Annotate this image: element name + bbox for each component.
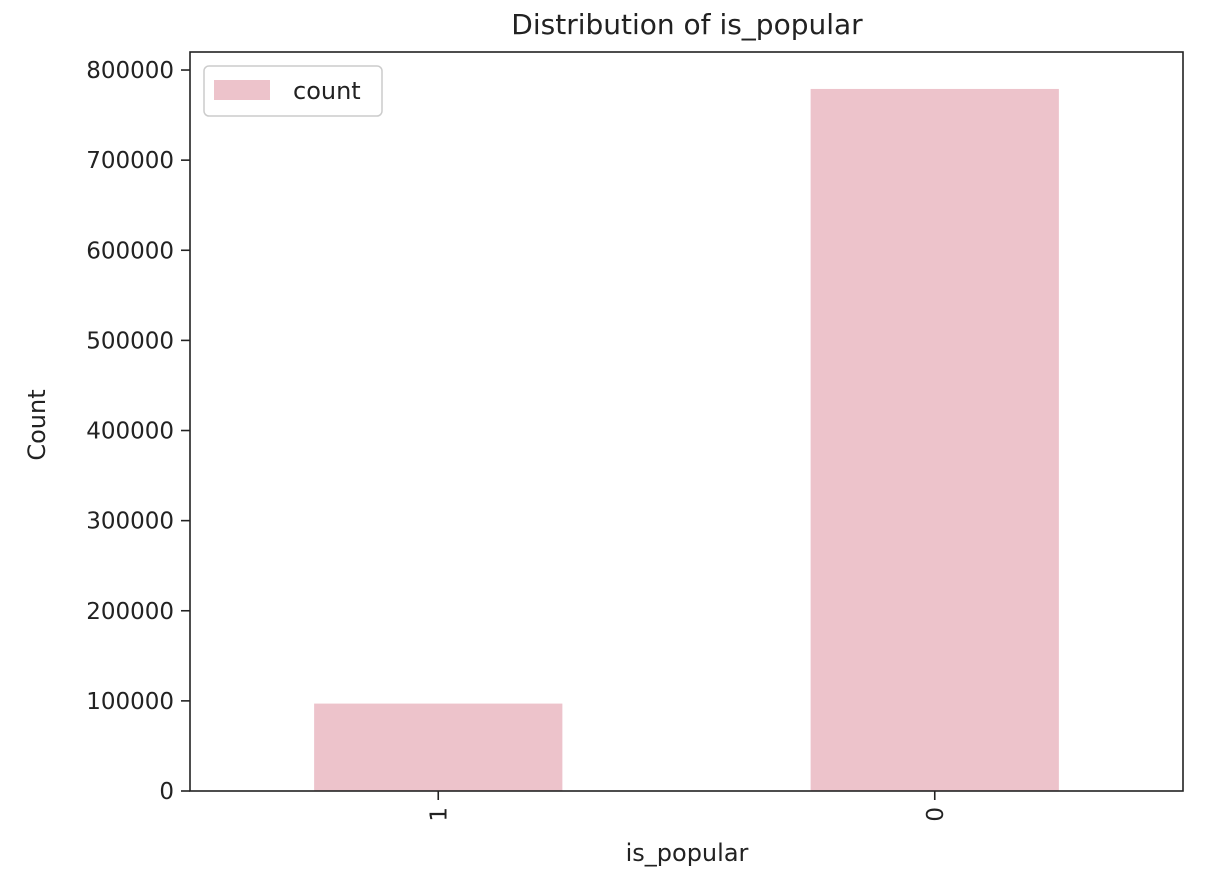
legend: count xyxy=(203,65,383,117)
chart-title: Distribution of is_popular xyxy=(511,8,863,41)
y-axis-label: Count xyxy=(23,389,51,460)
y-tick-label: 700000 xyxy=(86,148,174,174)
legend-box xyxy=(203,65,383,117)
x-axis-label: is_popular xyxy=(626,839,749,867)
y-tick-label: 800000 xyxy=(86,58,174,84)
y-tick-label: 300000 xyxy=(86,509,174,535)
y-tick-label: 100000 xyxy=(86,689,174,715)
legend-label: count xyxy=(293,77,361,105)
legend-swatch xyxy=(214,80,270,100)
bar-1 xyxy=(314,703,563,791)
x-tick-label: 0 xyxy=(923,807,949,822)
y-tick-label: 500000 xyxy=(86,328,174,354)
y-tick-label: 600000 xyxy=(86,238,174,264)
plot-frame xyxy=(189,51,1184,792)
plot-area: 0 100000 200000 300000 400000 500000 600000 700… xyxy=(86,51,1184,822)
bar-0 xyxy=(810,88,1059,791)
y-tick-label: 400000 xyxy=(86,419,174,445)
y-tick-label: 200000 xyxy=(86,599,174,625)
y-tick-label: 0 xyxy=(159,779,174,805)
bars xyxy=(314,88,1059,791)
y-axis-ticks: 0 100000 200000 300000 400000 500000 600000 700… xyxy=(86,58,190,805)
x-tick-label: 1 xyxy=(426,807,452,822)
